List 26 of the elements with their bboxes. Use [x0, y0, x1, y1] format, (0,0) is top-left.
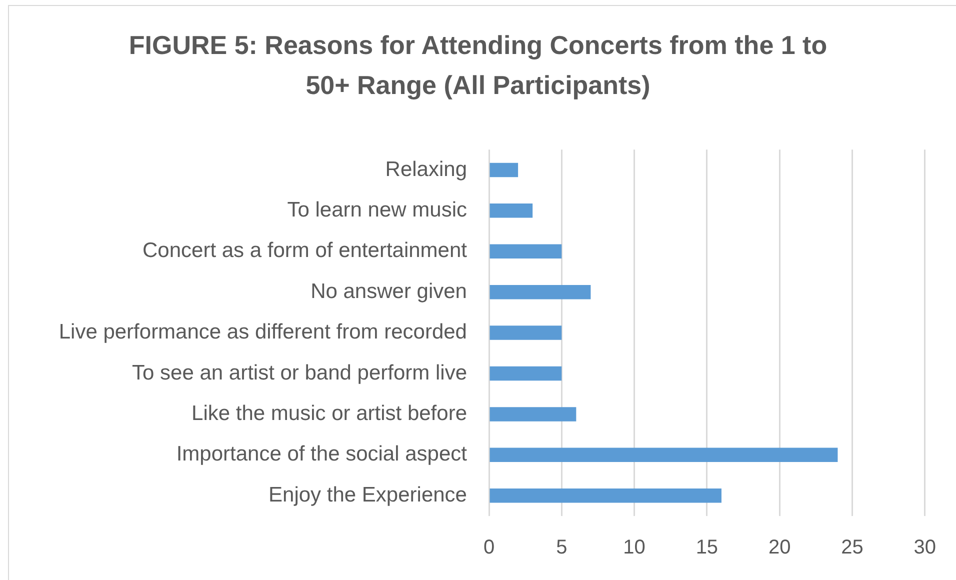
y-tick-label: To learn new music	[287, 198, 467, 222]
y-tick-label: Enjoy the Experience	[268, 483, 467, 506]
bar	[490, 162, 518, 178]
y-tick-label: Live performance as different from recorded	[58, 320, 467, 344]
x-tick-label: 20	[768, 536, 791, 559]
x-tick-label: 10	[623, 536, 646, 559]
chart-title: FIGURE 5: Reasons for Attending Concerts from the 1 to 50+ Range (All Participants)	[128, 29, 828, 102]
bar	[490, 204, 533, 218]
y-tick-label: Relaxing	[385, 158, 467, 181]
x-tick-label: 15	[696, 536, 718, 559]
bar	[490, 407, 576, 422]
bar	[490, 326, 562, 340]
y-tick-label: Concert as a form of entertainment	[142, 239, 468, 262]
x-tick-label: 30	[914, 536, 936, 559]
x-tick-label: 5	[556, 536, 568, 559]
y-tick-label: Like the music or artist before	[192, 402, 467, 426]
x-tick-label: 25	[841, 536, 864, 559]
bar	[490, 488, 722, 503]
bar	[490, 284, 591, 300]
x-tick-label: 0	[483, 536, 495, 559]
bar	[490, 244, 562, 258]
bar	[490, 448, 838, 462]
y-tick-label: Importance of the social aspect	[176, 442, 468, 466]
y-tick-label: To see an artist or band perform live	[132, 361, 467, 384]
y-tick-label: No answer given	[310, 280, 467, 303]
bar	[490, 366, 562, 381]
